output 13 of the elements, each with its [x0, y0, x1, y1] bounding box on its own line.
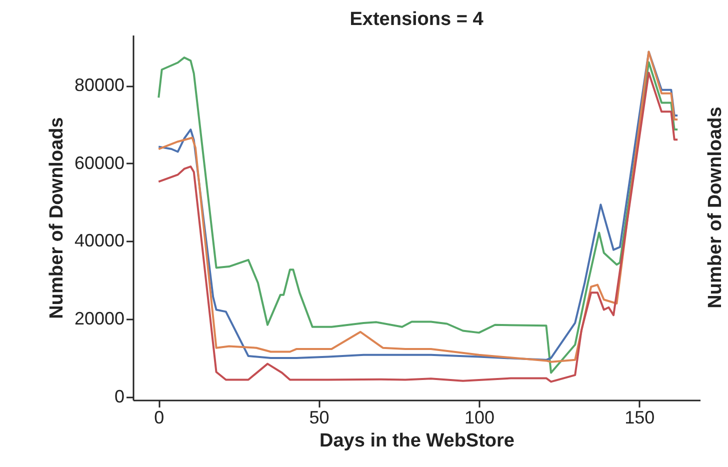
y-tick-label: 20000 — [74, 308, 124, 329]
text: Number of Downloads — [705, 106, 726, 308]
chart-title: Extensions = 4 — [350, 9, 484, 30]
y-tick-label: 80000 — [74, 75, 124, 96]
y-tick-label: 60000 — [74, 152, 124, 173]
y-axis-title: Number of Downloads — [46, 117, 68, 319]
y-tick-label: 40000 — [74, 230, 124, 251]
x-tick-label: 50 — [309, 408, 330, 428]
y-tick-label: 0 — [114, 386, 124, 406]
x-tick-label: 0 — [154, 408, 164, 428]
x-tick-label: 100 — [464, 408, 494, 428]
x-tick-label: 150 — [624, 408, 655, 428]
x-axis-title: Days in the WebStore — [320, 430, 514, 452]
